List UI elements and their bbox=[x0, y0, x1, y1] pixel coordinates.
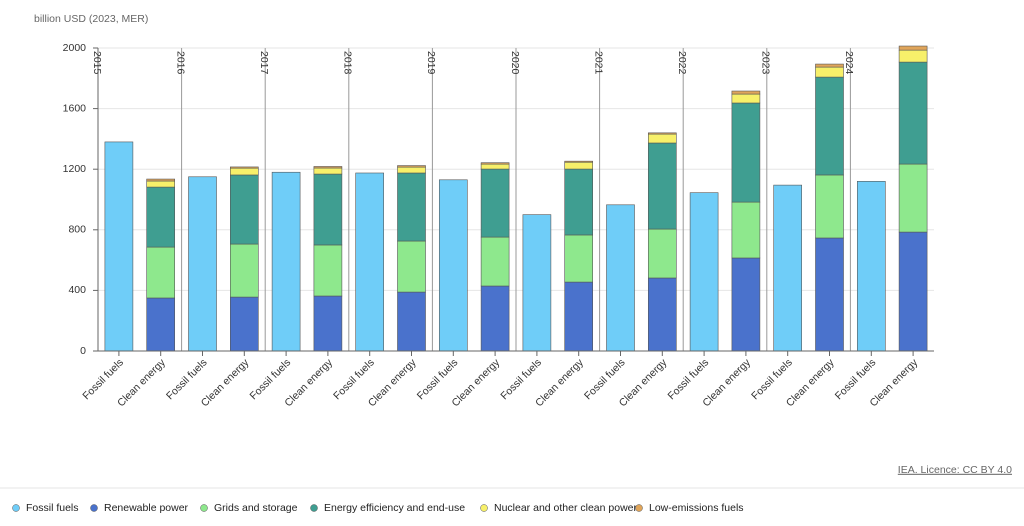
year-label: 2021 bbox=[592, 51, 604, 75]
bar-segment bbox=[564, 161, 594, 170]
bar-segment bbox=[313, 173, 343, 246]
bar-segment bbox=[773, 184, 803, 352]
legend-label: Grids and storage bbox=[214, 502, 298, 514]
year-label: 2019 bbox=[425, 51, 437, 75]
year-label: 2018 bbox=[342, 51, 354, 75]
bar-segment bbox=[188, 176, 217, 352]
bar-segment bbox=[313, 295, 343, 352]
bar-segment bbox=[355, 172, 385, 352]
bar-segment bbox=[647, 277, 677, 352]
bar-segment bbox=[731, 102, 761, 203]
bar-segment bbox=[731, 90, 761, 95]
bar-segment bbox=[731, 257, 761, 352]
year-label: 2017 bbox=[258, 51, 270, 75]
bar-segment bbox=[647, 142, 677, 230]
legend-label: Low-emissions fuels bbox=[649, 502, 744, 514]
bar-segment bbox=[230, 174, 259, 245]
bar-segment bbox=[438, 179, 468, 352]
bar-segment bbox=[815, 174, 844, 239]
legend-label: Nuclear and other clean power bbox=[494, 502, 638, 514]
bar-segment bbox=[230, 167, 259, 176]
bar-segment bbox=[898, 231, 928, 352]
y-tick-label: 0 bbox=[80, 345, 86, 357]
y-tick-label: 800 bbox=[68, 224, 86, 236]
bar-segment bbox=[397, 166, 426, 174]
year-label: 2022 bbox=[676, 51, 688, 75]
bar-segment bbox=[146, 246, 175, 299]
bar-segment bbox=[689, 192, 719, 352]
bar-segment bbox=[815, 237, 844, 352]
bar-segment bbox=[815, 63, 844, 68]
bar-segment bbox=[731, 201, 761, 259]
legend-marker bbox=[635, 504, 643, 512]
y-tick-label: 1600 bbox=[63, 102, 87, 114]
bar-segment bbox=[564, 160, 594, 163]
legend-label: Renewable power bbox=[104, 502, 189, 514]
bar-segment bbox=[104, 141, 134, 352]
bar-segment bbox=[397, 291, 426, 352]
legend-marker bbox=[200, 504, 208, 512]
bar-segment bbox=[647, 133, 677, 144]
legend-marker bbox=[310, 504, 318, 512]
legend-label: Energy efficiency and end-use bbox=[324, 502, 465, 514]
bar-segment bbox=[146, 178, 175, 182]
bar-segment bbox=[815, 66, 844, 78]
source[interactable]: IEA. Licence: CC BY 4.0 bbox=[898, 464, 1012, 476]
bar-segment bbox=[522, 214, 552, 352]
bar-segment bbox=[480, 285, 510, 352]
bar-segment bbox=[815, 76, 844, 176]
year-label: 2015 bbox=[91, 51, 103, 75]
year-label: 2024 bbox=[843, 51, 855, 75]
bar-segment bbox=[480, 236, 510, 287]
bar-segment bbox=[564, 168, 594, 236]
year-label: 2016 bbox=[174, 51, 186, 75]
bar-segment bbox=[647, 228, 677, 279]
bar-segment bbox=[898, 163, 928, 233]
legend-marker bbox=[90, 504, 98, 512]
bar-segment bbox=[731, 93, 761, 104]
legend-label: Fossil fuels bbox=[26, 502, 79, 514]
y-tick-label: 2000 bbox=[63, 42, 87, 54]
y-axis-label: billion USD (2023, MER) bbox=[34, 13, 148, 25]
bar-segment bbox=[647, 132, 677, 135]
bar-segment bbox=[898, 45, 928, 51]
bar-segment bbox=[397, 165, 426, 168]
bar-segment bbox=[480, 163, 510, 170]
bar-segment bbox=[564, 281, 594, 352]
bar-segment bbox=[480, 162, 510, 165]
bar-segment bbox=[397, 172, 426, 242]
bar-segment bbox=[397, 240, 426, 293]
bar-segment bbox=[313, 244, 343, 297]
bar-segment bbox=[480, 168, 510, 238]
bar-segment bbox=[146, 297, 175, 352]
legend-marker bbox=[12, 504, 20, 512]
bar-segment bbox=[606, 204, 635, 352]
bar-segment bbox=[230, 296, 259, 352]
bar-segment bbox=[230, 243, 259, 298]
year-label: 2023 bbox=[760, 51, 772, 75]
bar-segment bbox=[564, 234, 594, 283]
y-tick-label: 400 bbox=[68, 284, 86, 296]
bar-segment bbox=[898, 61, 928, 165]
bar-segment bbox=[313, 167, 343, 175]
bar-segment bbox=[856, 181, 886, 352]
year-label: 2020 bbox=[509, 51, 521, 75]
bar-segment bbox=[271, 171, 301, 352]
bar-segment bbox=[146, 180, 175, 188]
bar-segment bbox=[146, 186, 175, 248]
legend-marker bbox=[480, 504, 488, 512]
bar-segment bbox=[313, 166, 343, 169]
bar-segment bbox=[898, 49, 928, 63]
y-tick-label: 1200 bbox=[63, 163, 87, 175]
bar-segment bbox=[230, 166, 259, 169]
